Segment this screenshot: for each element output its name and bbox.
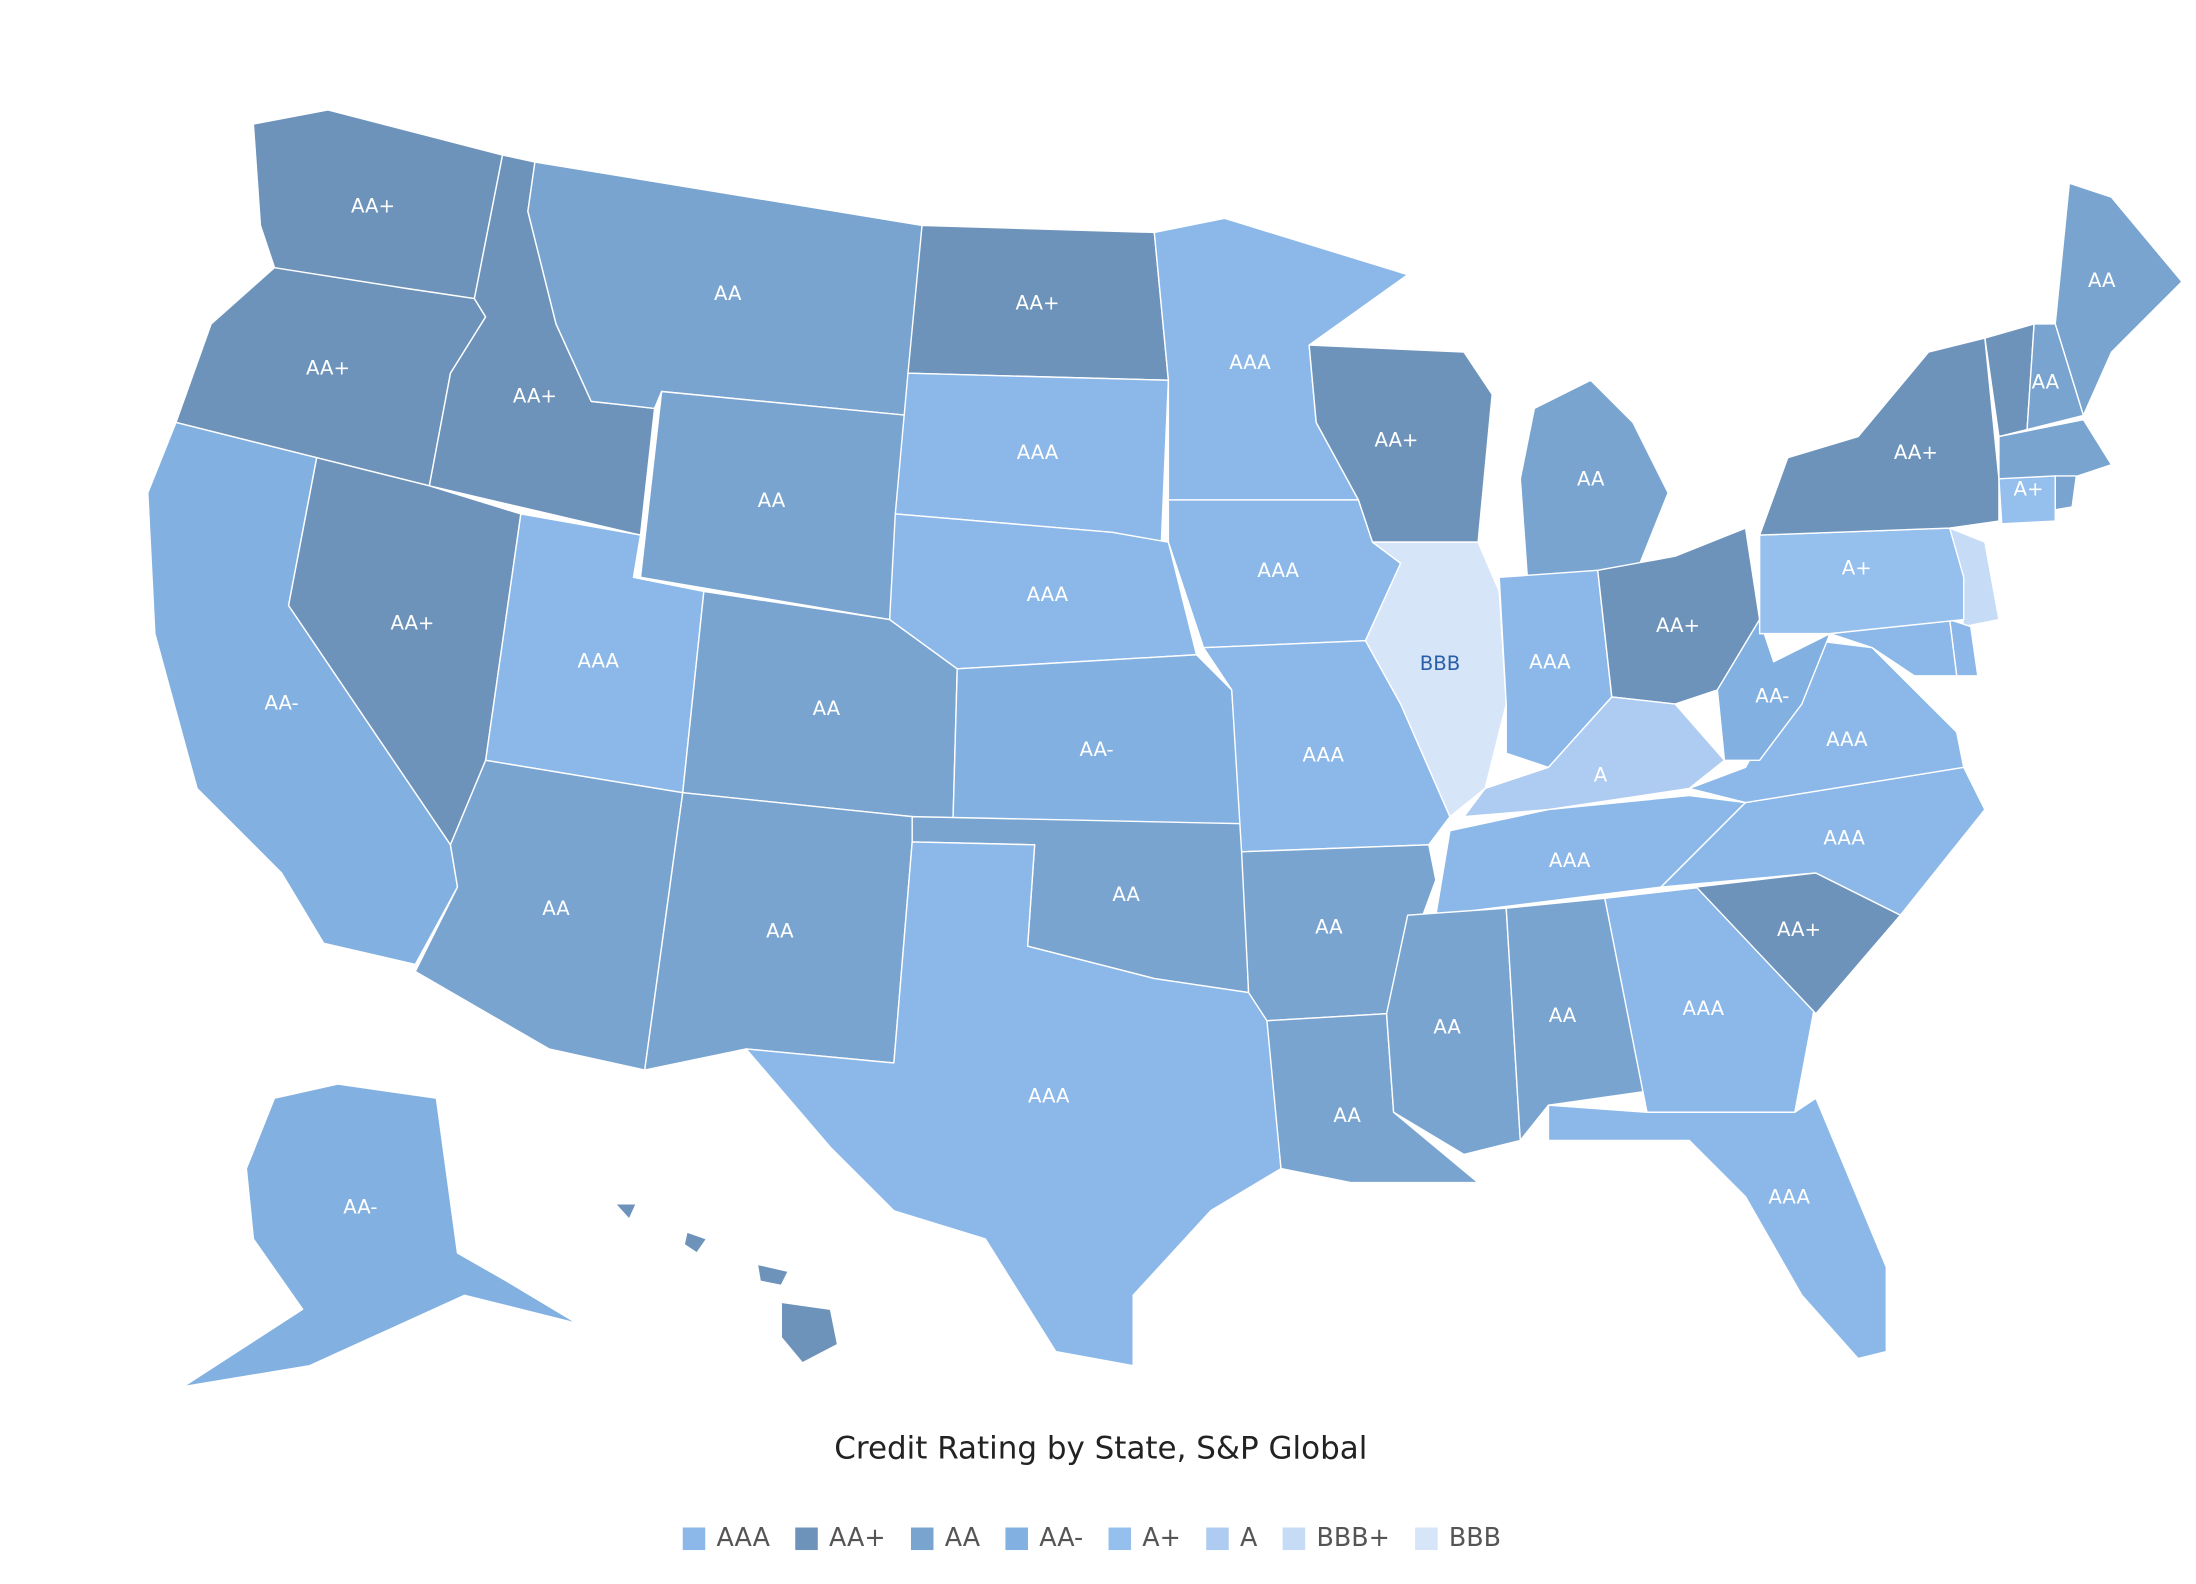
state xyxy=(780,1301,839,1364)
legend-swatch xyxy=(682,1527,706,1551)
map-title: Credit Rating by State, S&P Global xyxy=(834,1431,1367,1467)
legend-label: A xyxy=(1240,1522,1258,1552)
state xyxy=(182,1083,578,1388)
rating-label: AAA xyxy=(1529,651,1571,674)
rating-label: AAA xyxy=(1257,559,1299,582)
legend-swatch xyxy=(1206,1527,1229,1551)
state xyxy=(2026,323,2085,431)
rating-label: AA- xyxy=(343,1195,377,1218)
rating-label: BBB xyxy=(1420,652,1461,675)
rating-label: AA- xyxy=(1080,738,1114,761)
legend: AAA AA+ AA AA- A+ A BBB+ BBB xyxy=(682,1522,1501,1552)
rating-label: AA xyxy=(542,897,570,920)
rating-label: AAA xyxy=(1302,744,1344,767)
rating-label: AA+ xyxy=(1894,441,1938,464)
rating-label: AA+ xyxy=(306,356,350,379)
rating-label: AA+ xyxy=(390,611,434,634)
rating-label: AA xyxy=(1433,1015,1461,1038)
rating-label: AA+ xyxy=(1374,428,1418,451)
legend-label: AA+ xyxy=(829,1522,886,1552)
rating-label: AA xyxy=(766,920,794,943)
rating-label: AA+ xyxy=(1656,614,1700,637)
legend-swatch xyxy=(1005,1527,1028,1551)
rating-label: AAA xyxy=(578,649,620,672)
rating-label: AAA xyxy=(1768,1186,1810,1209)
state xyxy=(1364,541,1507,818)
rating-label: AA xyxy=(1112,883,1140,906)
legend-label: BBB+ xyxy=(1316,1522,1389,1552)
rating-label: AAA xyxy=(1826,728,1868,751)
state xyxy=(1604,886,1817,1113)
state xyxy=(2054,475,2078,511)
rating-label: A+ xyxy=(2014,478,2044,501)
legend-swatch xyxy=(1415,1527,1438,1551)
state xyxy=(756,1263,790,1287)
state xyxy=(1758,527,1965,635)
states xyxy=(147,109,2183,1388)
rating-label: A xyxy=(1594,763,1608,786)
labels: AA+AA+AA-AA+AA+AAAAAAAAAAAAAAA+AAAAAAAA-… xyxy=(264,195,2115,1219)
state xyxy=(1505,897,1648,1142)
state xyxy=(1758,337,2000,536)
state xyxy=(2054,182,2183,417)
rating-label: AA xyxy=(2032,371,2060,394)
state xyxy=(1998,475,2056,525)
state xyxy=(683,1231,708,1254)
legend-swatch xyxy=(910,1527,934,1551)
rating-label: AA xyxy=(813,697,841,720)
rating-label: AAA xyxy=(1017,441,1059,464)
rating-label: AA xyxy=(1315,915,1343,938)
legend-label: A+ xyxy=(1142,1522,1181,1552)
rating-label: AA+ xyxy=(351,195,395,218)
rating-label: AA xyxy=(1549,1004,1577,1027)
rating-label: AA- xyxy=(1755,684,1789,707)
state xyxy=(1547,1097,1888,1360)
rating-label: AAA xyxy=(1028,1084,1070,1107)
rating-label: AA xyxy=(714,282,742,305)
legend-label: AA- xyxy=(1039,1522,1083,1552)
rating-label: AA+ xyxy=(1777,918,1821,941)
state xyxy=(745,841,1282,1367)
state xyxy=(614,1203,637,1220)
rating-label: AA- xyxy=(264,692,298,715)
legend-swatch xyxy=(795,1527,818,1551)
legend-swatch xyxy=(1282,1527,1306,1551)
rating-label: AAA xyxy=(1823,827,1865,850)
legend-label: AA xyxy=(945,1522,981,1552)
rating-label: AA xyxy=(1577,468,1605,491)
rating-label: AA+ xyxy=(513,385,557,408)
rating-label: AAA xyxy=(1229,351,1271,374)
rating-label: AAA xyxy=(1549,849,1591,872)
rating-label: A+ xyxy=(1842,556,1872,579)
rating-label: AA xyxy=(1333,1104,1361,1127)
rating-label: AA xyxy=(758,489,786,512)
rating-label: AA xyxy=(2088,269,2116,292)
legend-label: AAA xyxy=(717,1522,771,1552)
legend-label: BBB xyxy=(1449,1522,1501,1552)
rating-label: AAA xyxy=(1683,997,1725,1020)
rating-label: AAA xyxy=(1027,583,1069,606)
rating-label: AA+ xyxy=(1015,292,1059,315)
legend-swatch xyxy=(1108,1527,1132,1551)
